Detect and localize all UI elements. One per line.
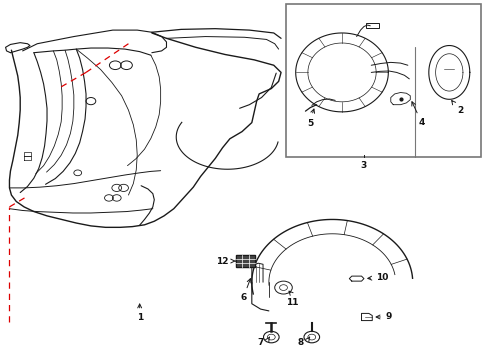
Text: 1: 1: [136, 304, 142, 323]
Text: 11: 11: [285, 298, 298, 307]
Text: 4: 4: [411, 102, 424, 127]
Text: 10: 10: [367, 273, 388, 282]
Text: 5: 5: [306, 119, 313, 128]
Text: 6: 6: [240, 279, 250, 302]
Bar: [235, 255, 255, 267]
Bar: [366, 23, 378, 28]
Text: 7: 7: [257, 338, 264, 347]
Text: 2: 2: [451, 100, 462, 116]
Bar: [235, 255, 255, 267]
Text: 8: 8: [297, 338, 304, 347]
Text: 3: 3: [360, 161, 366, 170]
Bar: [285, 4, 480, 157]
Text: 9: 9: [375, 312, 391, 321]
Text: 12: 12: [216, 257, 228, 266]
